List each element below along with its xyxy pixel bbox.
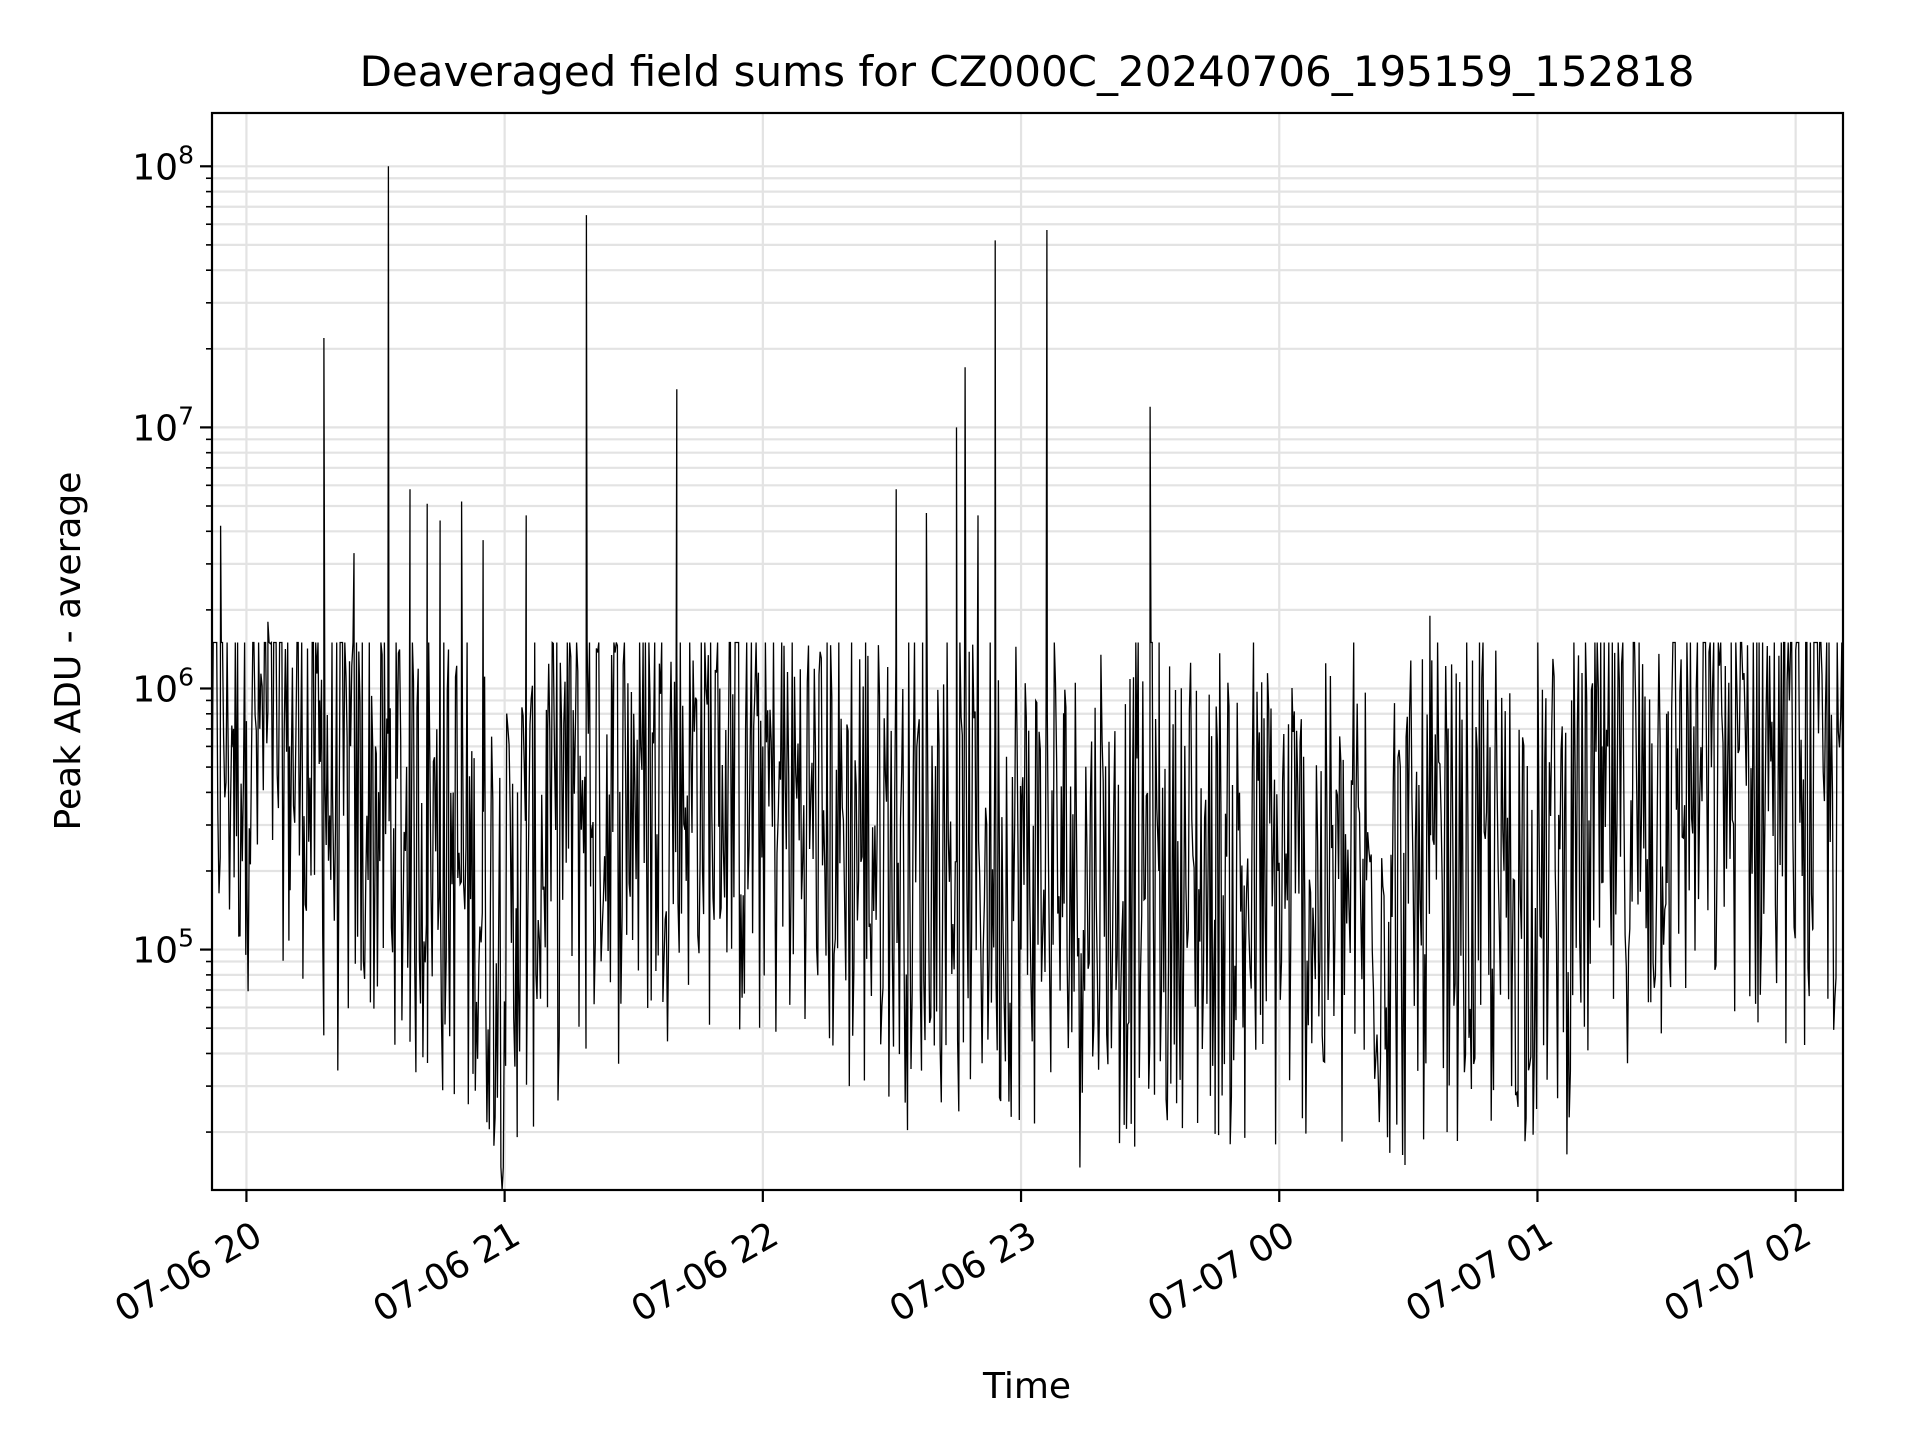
x-tick-label: 07-07 01 xyxy=(1399,1214,1560,1330)
grid xyxy=(212,113,1843,1190)
x-tick-label: 07-06 23 xyxy=(883,1214,1044,1330)
x-tick-label: 07-06 20 xyxy=(108,1214,269,1330)
y-tick-label: 105 xyxy=(132,924,194,972)
y-tick-label: 106 xyxy=(132,662,194,710)
x-tick-label: 07-07 00 xyxy=(1141,1214,1302,1330)
series-line xyxy=(212,166,1843,1190)
x-tick-label: 07-06 21 xyxy=(366,1214,527,1330)
axes-frame xyxy=(210,111,1845,1192)
chart-title: Deaveraged field sums for CZ000C_2024070… xyxy=(360,47,1695,96)
y-tick-label: 108 xyxy=(132,140,194,188)
y-tick-label: 107 xyxy=(132,401,194,449)
x-tick-label: 07-06 22 xyxy=(625,1214,786,1330)
plot-area xyxy=(212,166,1843,1190)
y-axis-label: Peak ADU - average xyxy=(48,472,89,831)
x-axis-label: Time xyxy=(982,1366,1071,1407)
x-tick-label: 07-07 02 xyxy=(1657,1214,1818,1330)
